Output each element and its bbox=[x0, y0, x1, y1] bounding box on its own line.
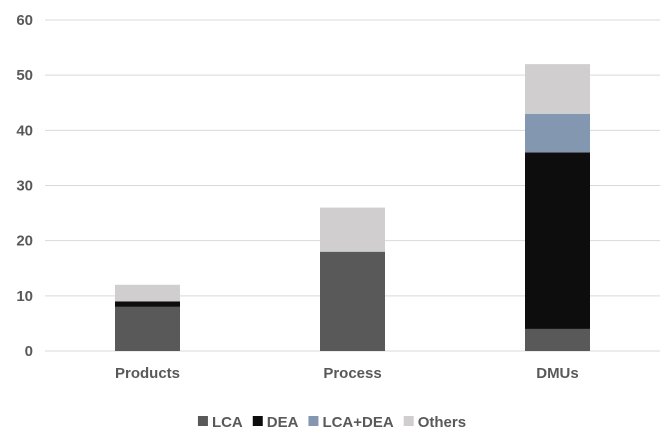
y-tick-label: 40 bbox=[16, 122, 33, 139]
bar-segment-lca-products bbox=[115, 306, 180, 351]
bar-segment-lca-process bbox=[320, 251, 385, 351]
y-tick-label: 30 bbox=[16, 178, 33, 195]
x-category-label: DMUs bbox=[536, 365, 579, 382]
legend-item: Others bbox=[403, 414, 466, 431]
legend-item: LCA bbox=[197, 414, 243, 431]
y-axis-ticks: 0 10 20 30 40 50 60 bbox=[16, 12, 33, 360]
x-category-label: Process bbox=[323, 365, 381, 382]
legend-label: DEA bbox=[267, 414, 299, 431]
legend-label: Others bbox=[418, 414, 466, 431]
legend: LCA DEA LCA+DEA Others bbox=[197, 414, 466, 431]
legend-swatch bbox=[197, 416, 208, 426]
bar-segment-others-process bbox=[320, 207, 385, 252]
bar-segment-dea-products bbox=[115, 301, 180, 307]
bar-segment-dea-dmus bbox=[525, 152, 590, 329]
legend-swatch bbox=[252, 416, 263, 426]
y-tick-label: 20 bbox=[16, 233, 33, 250]
x-category-label: Products bbox=[115, 365, 180, 382]
bars bbox=[115, 64, 590, 351]
legend-label: LCA+DEA bbox=[322, 414, 393, 431]
y-tick-label: 50 bbox=[16, 67, 33, 84]
legend-item: LCA+DEA bbox=[308, 414, 394, 431]
legend-swatch bbox=[403, 416, 414, 426]
legend-swatch bbox=[308, 416, 319, 426]
bar-segment-lca-dea-dmus bbox=[525, 113, 590, 153]
legend-item: DEA bbox=[252, 414, 299, 431]
y-tick-label: 0 bbox=[25, 343, 33, 360]
x-axis-categories: Products Process DMUs bbox=[115, 365, 579, 382]
y-tick-label: 60 bbox=[16, 12, 33, 29]
bar-segment-others-dmus bbox=[525, 64, 590, 114]
bar-segment-others-products bbox=[115, 284, 180, 302]
bar-segment-lca-dmus bbox=[525, 328, 590, 351]
y-tick-label: 10 bbox=[16, 288, 33, 305]
legend-label: LCA bbox=[212, 414, 243, 431]
